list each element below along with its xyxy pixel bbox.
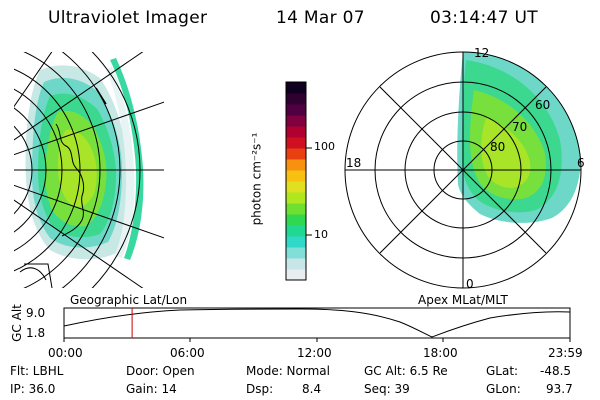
polar-label-6: 6	[577, 156, 585, 170]
glat-label: GLat:	[486, 364, 519, 378]
geographic-projection-label: Geographic Lat/Lon	[70, 293, 188, 307]
altitude-y-min: 1.8	[26, 326, 46, 340]
altitude-x-tick: 06:00	[170, 346, 205, 360]
altitude-y-max: 9.0	[26, 306, 46, 320]
door-status: Door: Open	[126, 364, 195, 378]
polar-grid	[344, 51, 582, 289]
polar-label-60: 60	[535, 98, 551, 112]
colorbar-segment	[286, 181, 306, 193]
colorbar-segment	[286, 214, 306, 226]
dsp-value: 8.4	[302, 382, 322, 396]
glon-value: 93.7	[546, 382, 573, 396]
date-label: 14 Mar 07	[276, 8, 365, 28]
colorbar-segment	[286, 126, 306, 138]
polar-image	[457, 52, 581, 223]
colorbar	[286, 82, 306, 281]
colorbar-segment	[286, 148, 306, 160]
seq-status: Seq: 39	[364, 382, 410, 396]
colorbar-unit-label: photon cm⁻²s⁻¹	[249, 132, 264, 226]
colorbar-segment	[286, 170, 306, 182]
colorbar-segment	[286, 258, 306, 270]
altitude-plot	[63, 307, 571, 342]
instrument-title: Ultraviolet Imager	[48, 8, 208, 28]
colorbar-tick-100: 100	[314, 140, 335, 153]
mode-status: Mode: Normal	[246, 364, 330, 378]
glat-value: -48.5	[540, 364, 572, 378]
filter-status: Flt: LBHL	[10, 364, 64, 378]
dsp-label: Dsp:	[246, 382, 274, 396]
altitude-axis-label: GC Alt	[9, 304, 24, 342]
colorbar-segment	[286, 137, 306, 149]
colorbar-segment	[286, 159, 306, 171]
colorbar-segment	[286, 225, 306, 237]
polar-label-12: 12	[474, 46, 490, 60]
colorbar-segment	[286, 115, 306, 127]
geographic-image	[14, 52, 164, 288]
colorbar-segment	[286, 82, 306, 94]
colorbar-segment	[286, 192, 306, 204]
colorbar-segment	[286, 203, 306, 215]
ip-status: IP: 36.0	[10, 382, 56, 396]
colorbar-segment	[286, 104, 306, 116]
colorbar-frame	[285, 81, 307, 281]
gain-status: Gain: 14	[126, 382, 177, 396]
polar-label-18: 18	[346, 156, 362, 170]
gc-alt-status: GC Alt: 6.5 Re	[364, 364, 448, 378]
time-label: 03:14:47 UT	[430, 8, 538, 28]
altitude-x-tick: 00:00	[48, 346, 83, 360]
glon-label: GLon:	[486, 382, 521, 396]
colorbar-segment	[286, 236, 306, 248]
polar-label-80: 80	[490, 140, 506, 154]
polar-label-0: 0	[466, 277, 474, 291]
polar-label-70: 70	[512, 120, 528, 134]
colorbar-tick-10: 10	[314, 228, 328, 241]
altitude-x-tick: 18:00	[423, 346, 458, 360]
altitude-x-tick: 12:00	[297, 346, 332, 360]
colorbar-segment	[286, 269, 306, 281]
colorbar-segment	[286, 247, 306, 259]
altitude-x-tick: 23:59	[548, 346, 583, 360]
colorbar-segment	[286, 93, 306, 105]
apex-projection-label: Apex MLat/MLT	[418, 293, 508, 307]
